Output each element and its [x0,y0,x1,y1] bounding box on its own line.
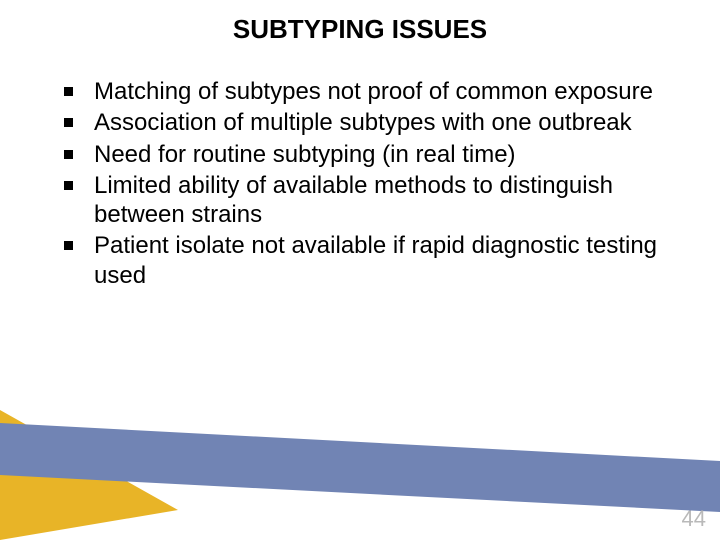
bullet-list: Matching of subtypes not proof of common… [64,77,672,290]
page-number: 44 [682,506,706,532]
bullet-text: Need for routine subtyping (in real time… [94,141,516,168]
footer-band [0,423,720,512]
list-item: Limited ability of available methods to … [64,171,672,230]
list-item: Need for routine subtyping (in real time… [64,140,672,169]
slide-title: SUBTYPING ISSUES [0,0,720,45]
bullet-text: Matching of subtypes not proof of common… [94,78,653,105]
content-area: Matching of subtypes not proof of common… [0,45,720,290]
list-item: Association of multiple subtypes with on… [64,108,672,137]
list-item: Matching of subtypes not proof of common… [64,77,672,106]
list-item: Patient isolate not available if rapid d… [64,231,672,290]
slide: SUBTYPING ISSUES Matching of subtypes no… [0,0,720,540]
bullet-text: Association of multiple subtypes with on… [94,109,632,136]
footer-triangle [0,410,178,540]
bullet-text: Patient isolate not available if rapid d… [94,232,657,288]
bullet-text: Limited ability of available methods to … [94,172,613,228]
